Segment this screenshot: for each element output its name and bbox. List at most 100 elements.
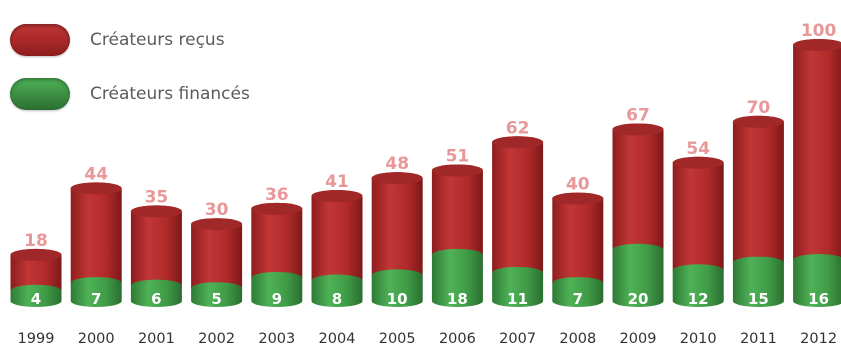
bar-funded-2009 bbox=[612, 243, 664, 307]
bar-group-2008 bbox=[552, 192, 604, 307]
bar-cap-2002 bbox=[191, 218, 243, 231]
bar-group-2007 bbox=[492, 136, 544, 307]
bar-received-2006-body bbox=[431, 164, 483, 261]
bar-cap-2010 bbox=[672, 156, 724, 169]
bar-received-2007-body bbox=[492, 136, 544, 279]
bar-received-2002 bbox=[191, 218, 243, 295]
tick-label-2011: 2011 bbox=[740, 331, 777, 347]
bar-group-2004 bbox=[311, 190, 363, 307]
bar-received-2001-body bbox=[130, 205, 182, 292]
bar-received-2011 bbox=[732, 115, 784, 269]
value-label-received-2003: 36 bbox=[265, 185, 289, 205]
bar-funded-2004 bbox=[311, 274, 363, 307]
bars-layer bbox=[10, 39, 841, 307]
bar-cap-2005 bbox=[371, 172, 423, 185]
tick-label-2004: 2004 bbox=[319, 331, 356, 347]
value-label-received-2005: 48 bbox=[385, 154, 409, 174]
bar-received-2007 bbox=[492, 136, 544, 279]
value-label-received-2008: 40 bbox=[566, 175, 590, 195]
bar-cap-2012 bbox=[793, 39, 841, 51]
value-label-funded-2003: 9 bbox=[272, 290, 282, 308]
value-label-funded-2001: 6 bbox=[151, 290, 161, 308]
bar-funded-2012 bbox=[793, 254, 841, 307]
value-label-funded-2010: 12 bbox=[688, 290, 709, 308]
bar-funded-2006-body bbox=[431, 248, 483, 307]
legend-swatch-received bbox=[10, 24, 70, 56]
bar-received-2005 bbox=[371, 172, 423, 282]
bar-group-2003 bbox=[251, 202, 303, 307]
legend-label-received: Créateurs reçus bbox=[90, 30, 225, 50]
value-label-funded-2000: 7 bbox=[91, 290, 101, 308]
bar-received-2009-body bbox=[612, 123, 664, 256]
bar-funded-2001 bbox=[130, 279, 182, 307]
bar-cap-2006 bbox=[431, 164, 483, 177]
bar-received-2008-body bbox=[552, 192, 604, 290]
bar-received-2012-body bbox=[793, 39, 841, 267]
value-label-received-1999: 18 bbox=[24, 231, 48, 251]
tick-label-2003: 2003 bbox=[258, 331, 295, 347]
tick-label-2001: 2001 bbox=[138, 331, 175, 347]
bar-funded-2003 bbox=[251, 271, 303, 307]
value-label-funded-2006: 18 bbox=[447, 290, 468, 308]
bar-funded-2008-body bbox=[552, 277, 604, 307]
value-label-received-2009: 67 bbox=[626, 105, 650, 125]
bar-received-2000-body bbox=[70, 182, 122, 290]
bar-received-2010-body bbox=[672, 156, 724, 277]
bar-received-2004 bbox=[311, 190, 363, 287]
tick-label-2012: 2012 bbox=[800, 331, 837, 347]
bar-group-2002 bbox=[191, 218, 243, 307]
bar-received-2009 bbox=[612, 123, 664, 256]
value-label-funded-2012: 16 bbox=[808, 290, 829, 308]
tick-label-2010: 2010 bbox=[680, 331, 717, 347]
bar-funded-2006 bbox=[431, 248, 483, 307]
value-label-funded-2004: 8 bbox=[332, 290, 342, 308]
bar-funded-2008 bbox=[552, 277, 604, 307]
bar-received-2000 bbox=[70, 182, 122, 290]
bar-received-1999-body bbox=[10, 248, 62, 297]
bar-cap-1999 bbox=[10, 248, 62, 261]
legend-swatch-funded bbox=[10, 78, 70, 110]
bar-cap-2008 bbox=[552, 192, 604, 205]
value-label-funded-2007: 11 bbox=[507, 290, 528, 308]
bar-funded-2005-body bbox=[371, 269, 423, 307]
bar-group-1999 bbox=[10, 248, 62, 307]
bar-funded-2000-body bbox=[70, 277, 122, 307]
bar-funded-2011 bbox=[732, 256, 784, 307]
bar-group-2012 bbox=[793, 39, 841, 307]
bar-received-2006 bbox=[431, 164, 483, 261]
bar-group-2009 bbox=[612, 123, 664, 307]
bar-received-2011-body bbox=[732, 115, 784, 269]
bar-cap-2003 bbox=[251, 202, 303, 215]
bar-received-2012 bbox=[793, 39, 841, 267]
bar-received-1999 bbox=[10, 248, 62, 297]
bar-funded-2007-body bbox=[492, 266, 544, 307]
value-label-received-2004: 41 bbox=[325, 172, 349, 192]
tick-label-2000: 2000 bbox=[78, 331, 115, 347]
bar-received-2010 bbox=[672, 156, 724, 277]
bar-funded-2001-body bbox=[130, 279, 182, 307]
bar-cap-2011 bbox=[732, 115, 784, 128]
bar-received-2002-body bbox=[191, 218, 243, 295]
bar-cap-2004 bbox=[311, 190, 363, 203]
bar-group-2010 bbox=[672, 156, 724, 307]
value-label-received-2012: 100 bbox=[801, 21, 837, 41]
value-label-funded-2008: 7 bbox=[573, 290, 583, 308]
bar-received-2004-body bbox=[311, 190, 363, 287]
tick-label-1999: 1999 bbox=[18, 331, 55, 347]
bar-received-2003 bbox=[251, 202, 303, 284]
value-label-received-2001: 35 bbox=[145, 187, 169, 207]
legend-item-received: Créateurs reçus bbox=[10, 22, 250, 58]
bar-funded-2003-body bbox=[251, 271, 303, 307]
bar-group-2011 bbox=[732, 115, 784, 307]
bar-funded-1999 bbox=[10, 284, 62, 307]
bar-group-2006 bbox=[431, 164, 483, 307]
bar-received-2005-body bbox=[371, 172, 423, 282]
bar-cap-2009 bbox=[612, 123, 664, 136]
bar-received-2003-body bbox=[251, 202, 303, 284]
legend-label-funded: Créateurs financés bbox=[90, 84, 250, 104]
value-label-funded-1999: 4 bbox=[31, 290, 41, 308]
tick-label-2008: 2008 bbox=[559, 331, 596, 347]
bar-funded-2007 bbox=[492, 266, 544, 307]
bar-group-2005 bbox=[371, 172, 423, 307]
